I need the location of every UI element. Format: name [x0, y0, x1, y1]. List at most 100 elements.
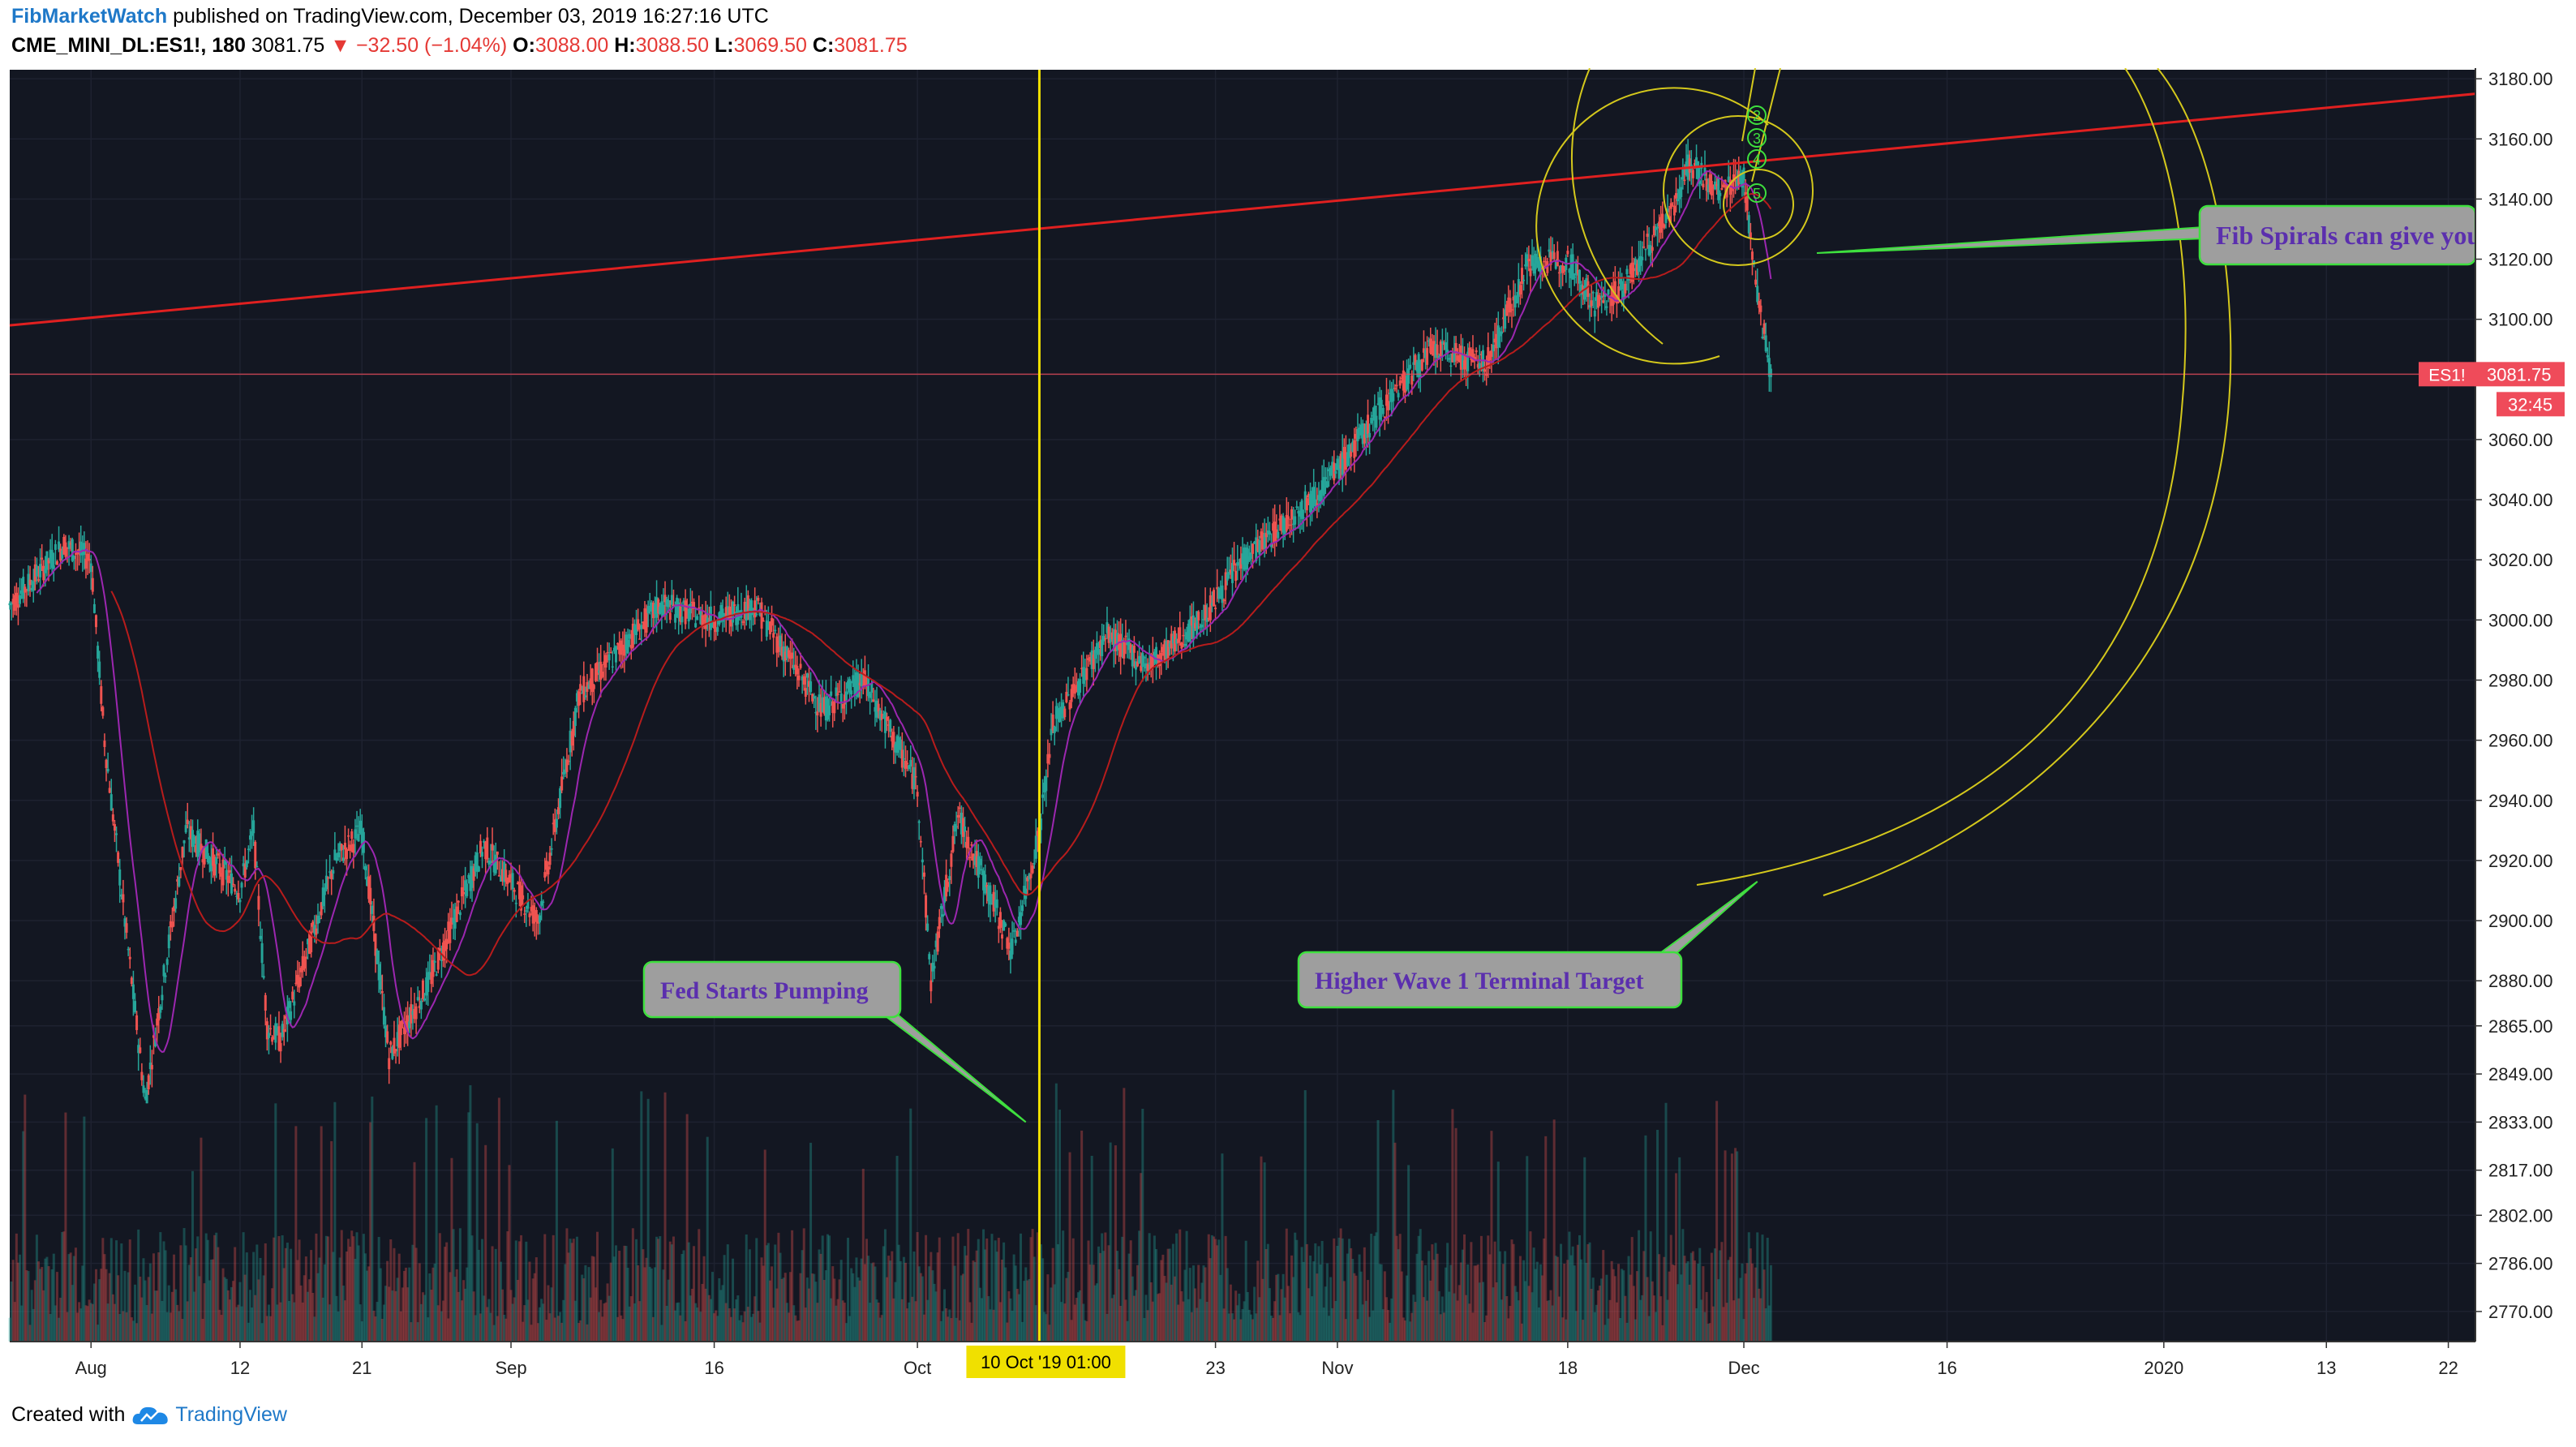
volume-bar: [22, 1131, 25, 1342]
volume-bar: [789, 1272, 792, 1342]
candle-body: [484, 842, 487, 860]
volume-bar: [323, 1264, 326, 1342]
volume-bar: [230, 1286, 234, 1342]
candle-body: [148, 1063, 152, 1070]
candle-body: [22, 577, 25, 599]
candle-body: [548, 852, 552, 865]
candle-body: [42, 565, 45, 581]
volume-bar: [555, 1120, 558, 1342]
candle-body: [257, 895, 260, 910]
candle-body: [684, 600, 687, 625]
time-axis-label: 16: [704, 1358, 723, 1378]
volume-bar: [100, 1269, 103, 1342]
chart-plot-area[interactable]: [10, 70, 2475, 1342]
candle-body: [1051, 714, 1054, 731]
volume-bar: [290, 1248, 293, 1342]
candle-body: [1378, 397, 1381, 420]
volume-bar: [293, 1302, 296, 1342]
volume-bar: [226, 1290, 230, 1342]
volume-bar: [1146, 1310, 1149, 1342]
candle-body: [1509, 298, 1512, 313]
volume-bar: [144, 1280, 147, 1342]
candle-body: [1244, 547, 1247, 570]
chart-container[interactable]: 2 3 4 5 Fed Starts Pumping Higher Wave 1 Term…: [0, 67, 2576, 1394]
volume-bar: [581, 1274, 584, 1342]
candle-body: [217, 853, 220, 856]
volume-bar: [1649, 1231, 1652, 1342]
candle-body: [86, 553, 89, 561]
volume-bar: [1009, 1298, 1012, 1342]
tradingview-link[interactable]: TradingView: [175, 1403, 287, 1426]
volume-bar: [1689, 1252, 1693, 1342]
volume-bar: [72, 1256, 75, 1342]
volume-bar: [618, 1251, 621, 1342]
volume-bar: [1090, 1155, 1093, 1342]
volume-bar: [1663, 1256, 1666, 1342]
candle-body: [83, 543, 86, 556]
candle-body: [209, 857, 213, 872]
candle-body: [1420, 359, 1423, 371]
candle-body: [1322, 477, 1325, 496]
price-axis-background: [2475, 68, 2576, 1390]
candle-body: [1361, 423, 1364, 444]
candle-body: [276, 1027, 279, 1033]
candle-body: [1224, 572, 1227, 590]
candle-body: [35, 565, 38, 577]
volume-bar: [1241, 1308, 1244, 1342]
candle-body: [254, 841, 257, 869]
candle-body: [1518, 285, 1522, 295]
candle-body: [1463, 360, 1466, 370]
candle-body: [1392, 393, 1395, 401]
volume-bar: [418, 1263, 421, 1342]
volume-bar: [1224, 1235, 1227, 1342]
candle-body: [1634, 258, 1637, 265]
price-axis-label: 3100.00: [2488, 310, 2553, 330]
volume-bar: [919, 1273, 922, 1342]
candle-body: [886, 716, 889, 721]
volume-bar: [980, 1298, 983, 1342]
candle-body: [366, 877, 369, 887]
candle-body: [1041, 794, 1045, 798]
candle-body: [855, 672, 858, 696]
candle-body: [847, 681, 850, 689]
volume-bar: [1672, 1265, 1676, 1342]
candle-body: [79, 541, 83, 556]
candle-body: [711, 624, 714, 627]
volume-bar: [304, 1256, 307, 1342]
volume-bar: [804, 1307, 807, 1342]
volume-bar: [1040, 1244, 1043, 1342]
author-link[interactable]: FibMarketWatch: [11, 5, 168, 28]
candle-body: [1619, 278, 1622, 284]
volume-bar: [123, 1270, 127, 1342]
candle-body: [643, 608, 646, 630]
symbol-label[interactable]: CME_MINI_DL:ES1!, 180: [11, 34, 246, 57]
candle-body: [584, 695, 587, 698]
candle-body: [445, 938, 449, 950]
volume-bar: [1685, 1263, 1688, 1342]
candle-body: [1210, 603, 1213, 606]
volume-bar: [1367, 1280, 1370, 1342]
candle-body: [363, 865, 367, 870]
candle-body: [481, 852, 484, 857]
volume-bar: [1041, 1258, 1045, 1342]
volume-bar: [1229, 1284, 1232, 1342]
candle-body: [1177, 638, 1180, 643]
candle-body: [677, 602, 680, 619]
candle-body: [1666, 208, 1669, 213]
volume-bar: [1205, 1302, 1209, 1342]
candle-body: [243, 864, 247, 878]
volume-bar: [159, 1232, 162, 1342]
candle-body: [1417, 354, 1420, 377]
price-axis[interactable]: 3180.003160.003140.003120.003100.003060.…: [2419, 68, 2576, 1390]
volume-bar: [977, 1239, 980, 1342]
volume-bar: [196, 1236, 200, 1342]
volume-bar: [807, 1288, 810, 1342]
candle-body: [458, 912, 462, 916]
volume-bar: [1671, 1265, 1674, 1342]
volume-bar: [853, 1286, 857, 1342]
volume-bar: [499, 1261, 502, 1342]
volume-bar: [301, 1302, 304, 1342]
volume-bar: [860, 1258, 863, 1342]
